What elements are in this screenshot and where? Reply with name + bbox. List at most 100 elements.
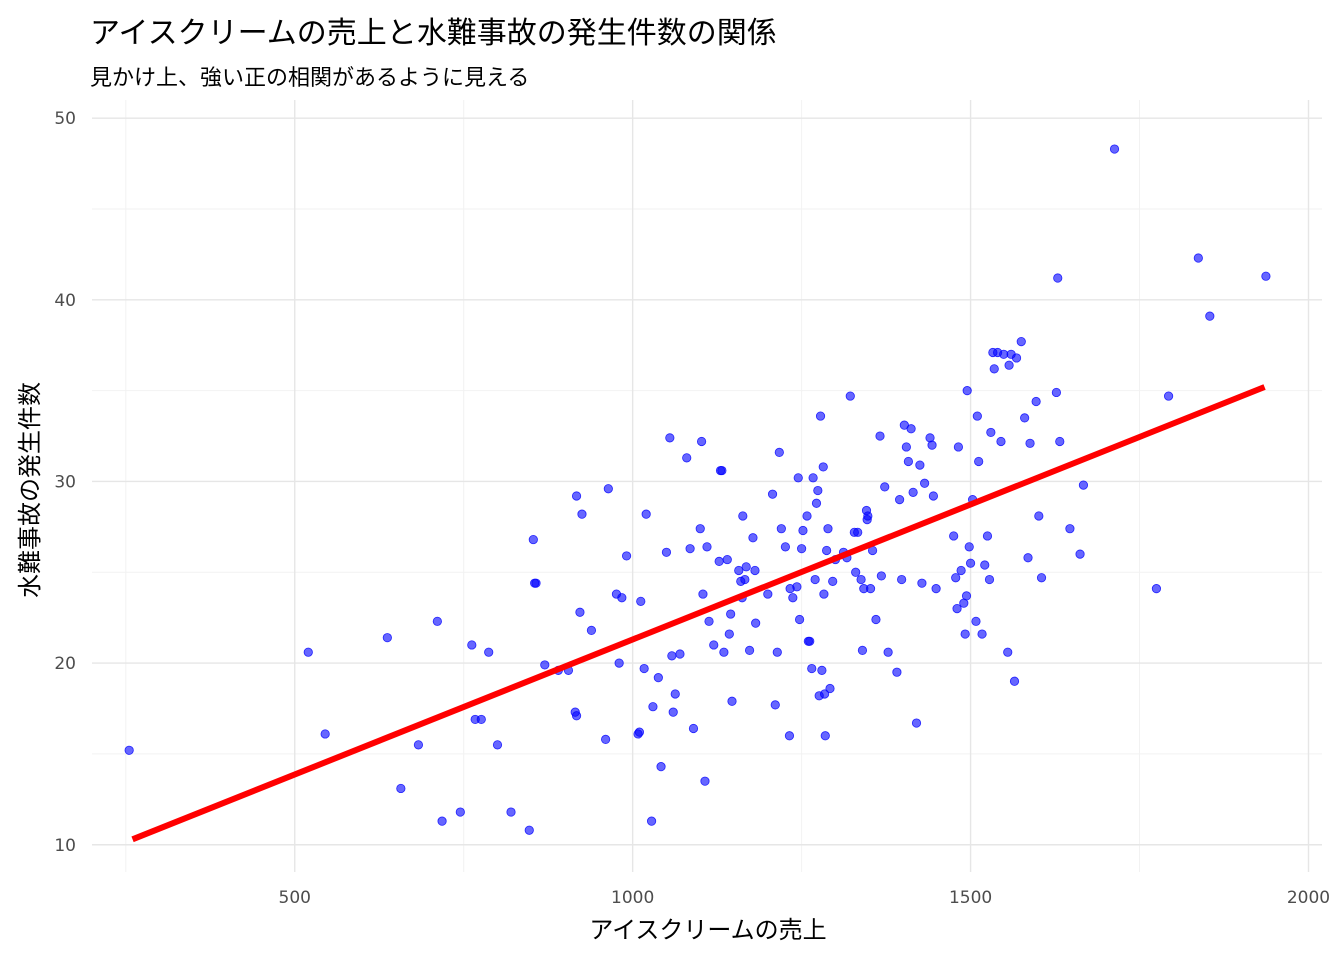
data-point (962, 386, 972, 396)
data-point (880, 482, 890, 492)
data-point (667, 651, 677, 661)
data-point (575, 607, 585, 617)
data-point (917, 578, 927, 588)
data-point (1031, 396, 1041, 407)
data-point (996, 436, 1006, 447)
data-point (698, 589, 708, 599)
data-point (717, 465, 727, 476)
data-point (1009, 676, 1020, 686)
data-point (621, 551, 632, 561)
data-point (1023, 553, 1033, 563)
data-point (927, 440, 937, 450)
data-point (784, 731, 795, 741)
data-point (661, 547, 672, 557)
data-point (1193, 253, 1203, 263)
data-point (819, 689, 830, 699)
data-point (984, 574, 995, 585)
data-point (915, 460, 925, 470)
data-point (432, 616, 442, 626)
data-point (1055, 436, 1065, 447)
data-point (484, 647, 494, 657)
chart-title: アイスクリームの売上と水難事故の発生件数の関係 (90, 16, 777, 51)
data-point (953, 442, 964, 452)
data-point (818, 462, 828, 472)
tick-labels: 500 1000 1500 2000 10 20 30 40 50 (54, 109, 1330, 908)
data-point (688, 723, 699, 734)
regression-layer (131, 384, 1266, 843)
data-point (726, 609, 736, 619)
data-point (719, 647, 729, 657)
data-point (648, 702, 658, 712)
data-point (382, 633, 392, 643)
data-point (986, 427, 996, 438)
data-point (586, 625, 597, 636)
data-point (774, 447, 784, 457)
data-point (751, 618, 761, 628)
data-point (675, 649, 685, 659)
data-point (820, 731, 830, 741)
data-point (908, 487, 918, 497)
x-tick-label: 1500 (949, 888, 992, 908)
data-point (634, 727, 645, 737)
data-point (727, 696, 737, 706)
data-point (506, 807, 516, 817)
data-point (524, 825, 534, 835)
data-point (928, 491, 939, 501)
data-point (817, 665, 827, 675)
data-point (696, 436, 707, 447)
data-point (808, 473, 818, 483)
data-point (851, 567, 861, 577)
data-point (964, 542, 974, 552)
data-point (1011, 353, 1022, 363)
data-point (1003, 647, 1013, 657)
data-point (528, 534, 538, 545)
y-tick-label: 30 (54, 472, 76, 492)
data-point (571, 711, 582, 721)
data-point (601, 734, 611, 744)
data-point (709, 640, 719, 650)
data-point (974, 456, 984, 467)
data-point (788, 593, 798, 603)
data-point (540, 660, 550, 670)
data-point (124, 745, 134, 755)
regression-line (131, 384, 1266, 843)
data-point (906, 424, 916, 434)
data-point (665, 433, 675, 443)
data-point (813, 485, 823, 496)
data-point (617, 593, 627, 603)
data-point (646, 816, 657, 826)
data-point (695, 524, 705, 534)
data-point (396, 783, 406, 794)
data-point (1109, 144, 1120, 154)
data-point (577, 509, 587, 519)
x-axis-title: アイスクリームの売上 (589, 916, 826, 944)
data-point (895, 495, 905, 505)
data-point (949, 531, 959, 541)
data-point (571, 491, 582, 501)
data-point (819, 589, 829, 599)
data-point (772, 647, 782, 657)
data-point (748, 533, 758, 543)
data-point (1065, 524, 1075, 534)
data-point (897, 574, 907, 585)
data-point (798, 525, 808, 536)
data-point (903, 456, 913, 467)
data-point (883, 647, 893, 657)
data-point (1053, 273, 1063, 283)
data-point (780, 542, 790, 552)
x-tick-label: 2000 (1287, 888, 1330, 908)
data-point (1004, 360, 1014, 370)
data-point (740, 574, 750, 585)
data-point (971, 616, 981, 626)
data-point (856, 574, 866, 585)
y-tick-label: 40 (54, 291, 76, 311)
data-point (982, 531, 993, 541)
data-point (972, 411, 982, 421)
y-tick-label: 10 (54, 836, 76, 856)
data-point (853, 527, 863, 537)
data-point (641, 509, 651, 519)
data-point (825, 683, 835, 694)
data-point (980, 560, 990, 570)
data-point (763, 589, 773, 599)
